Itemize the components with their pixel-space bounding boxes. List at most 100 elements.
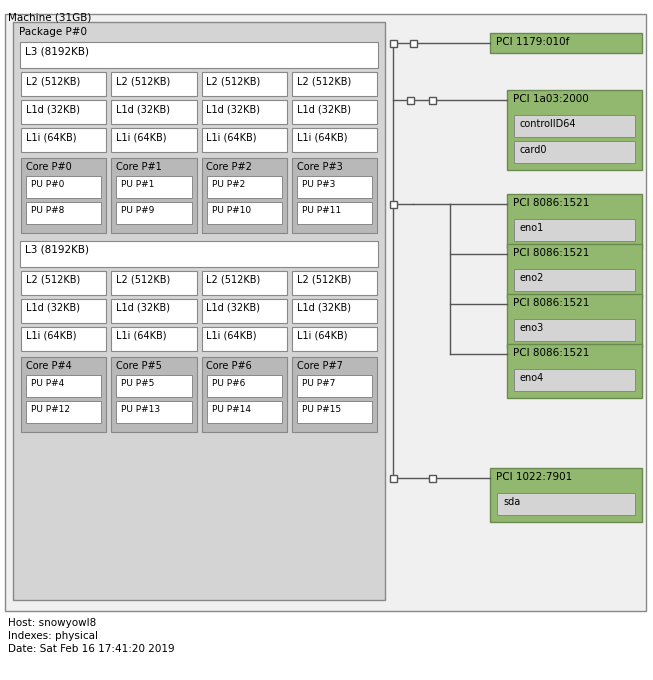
- Text: PU P#14: PU P#14: [212, 405, 251, 414]
- Bar: [497, 493, 635, 515]
- Text: L1i (64KB): L1i (64KB): [206, 331, 257, 341]
- Bar: [111, 100, 197, 124]
- Bar: [206, 375, 281, 397]
- Bar: [21, 158, 106, 233]
- Bar: [514, 319, 635, 341]
- Text: controlID64: controlID64: [520, 119, 577, 129]
- Bar: [206, 176, 281, 198]
- Text: PU P#13: PU P#13: [121, 405, 161, 414]
- Bar: [21, 327, 106, 351]
- Bar: [111, 158, 197, 233]
- Text: L1d (32KB): L1d (32KB): [206, 303, 261, 313]
- Bar: [407, 97, 413, 103]
- Bar: [292, 158, 377, 233]
- Bar: [428, 475, 436, 481]
- Text: L1d (32KB): L1d (32KB): [116, 104, 170, 114]
- Bar: [507, 194, 642, 248]
- Bar: [507, 90, 642, 170]
- Text: PU P#15: PU P#15: [302, 405, 341, 414]
- Bar: [26, 401, 101, 423]
- Text: L1i (64KB): L1i (64KB): [296, 331, 347, 341]
- Bar: [514, 219, 635, 241]
- Bar: [292, 72, 377, 96]
- Bar: [490, 468, 642, 522]
- Bar: [514, 369, 635, 391]
- Bar: [21, 299, 106, 323]
- Bar: [206, 202, 281, 224]
- Text: sda: sda: [503, 497, 520, 507]
- Text: L2 (512KB): L2 (512KB): [116, 76, 170, 86]
- Bar: [5, 14, 646, 611]
- Text: PU P#7: PU P#7: [302, 379, 335, 388]
- Bar: [202, 100, 287, 124]
- Bar: [507, 344, 642, 398]
- Text: Package P#0: Package P#0: [19, 27, 87, 37]
- Text: L1i (64KB): L1i (64KB): [206, 132, 257, 142]
- Text: PU P#6: PU P#6: [212, 379, 245, 388]
- Bar: [26, 176, 101, 198]
- Bar: [292, 128, 377, 152]
- Bar: [202, 327, 287, 351]
- Bar: [507, 294, 642, 348]
- Text: L1d (32KB): L1d (32KB): [26, 104, 80, 114]
- Bar: [292, 271, 377, 295]
- Bar: [26, 375, 101, 397]
- Text: L3 (8192KB): L3 (8192KB): [25, 245, 89, 255]
- Bar: [111, 128, 197, 152]
- Text: Core P#2: Core P#2: [206, 162, 252, 172]
- Text: card0: card0: [520, 145, 547, 155]
- Bar: [292, 100, 377, 124]
- Bar: [21, 357, 106, 432]
- Text: L1i (64KB): L1i (64KB): [26, 331, 76, 341]
- Text: Host: snowyowl8: Host: snowyowl8: [8, 618, 96, 628]
- Bar: [514, 115, 635, 137]
- Text: PU P#10: PU P#10: [212, 206, 251, 215]
- Bar: [514, 141, 635, 163]
- Text: PCI 1179:010f: PCI 1179:010f: [496, 37, 569, 47]
- Text: PU P#5: PU P#5: [121, 379, 155, 388]
- Bar: [202, 271, 287, 295]
- Text: L2 (512KB): L2 (512KB): [296, 76, 351, 86]
- Bar: [389, 475, 396, 481]
- Bar: [21, 271, 106, 295]
- Text: L2 (512KB): L2 (512KB): [296, 275, 351, 285]
- Text: L1i (64KB): L1i (64KB): [296, 132, 347, 142]
- Text: Core P#0: Core P#0: [26, 162, 72, 172]
- Text: L1i (64KB): L1i (64KB): [116, 331, 167, 341]
- Text: PU P#2: PU P#2: [212, 180, 245, 189]
- Text: PCI 8086:1521: PCI 8086:1521: [513, 348, 590, 358]
- Text: L1i (64KB): L1i (64KB): [116, 132, 167, 142]
- Text: Core P#1: Core P#1: [116, 162, 162, 172]
- Bar: [202, 357, 287, 432]
- Text: PU P#1: PU P#1: [121, 180, 155, 189]
- Bar: [20, 241, 378, 267]
- Text: eno3: eno3: [520, 323, 544, 333]
- Text: PU P#8: PU P#8: [31, 206, 65, 215]
- Text: L2 (512KB): L2 (512KB): [26, 76, 80, 86]
- Bar: [116, 176, 191, 198]
- Bar: [111, 299, 197, 323]
- Text: PU P#3: PU P#3: [302, 180, 335, 189]
- Text: Machine (31GB): Machine (31GB): [8, 13, 91, 23]
- Bar: [409, 39, 417, 46]
- Bar: [428, 97, 436, 103]
- Bar: [116, 202, 191, 224]
- Text: PCI 8086:1521: PCI 8086:1521: [513, 198, 590, 208]
- Bar: [111, 327, 197, 351]
- Bar: [111, 72, 197, 96]
- Text: PU P#9: PU P#9: [121, 206, 155, 215]
- Text: L1d (32KB): L1d (32KB): [206, 104, 261, 114]
- Bar: [389, 201, 396, 207]
- Text: L2 (512KB): L2 (512KB): [206, 76, 261, 86]
- Bar: [296, 375, 372, 397]
- Bar: [206, 401, 281, 423]
- Bar: [21, 128, 106, 152]
- Bar: [296, 176, 372, 198]
- Text: L1d (32KB): L1d (32KB): [116, 303, 170, 313]
- Text: PU P#12: PU P#12: [31, 405, 70, 414]
- Text: Date: Sat Feb 16 17:41:20 2019: Date: Sat Feb 16 17:41:20 2019: [8, 644, 174, 654]
- Bar: [296, 202, 372, 224]
- Text: L3 (8192KB): L3 (8192KB): [25, 46, 89, 56]
- Bar: [13, 22, 385, 600]
- Text: L1i (64KB): L1i (64KB): [26, 132, 76, 142]
